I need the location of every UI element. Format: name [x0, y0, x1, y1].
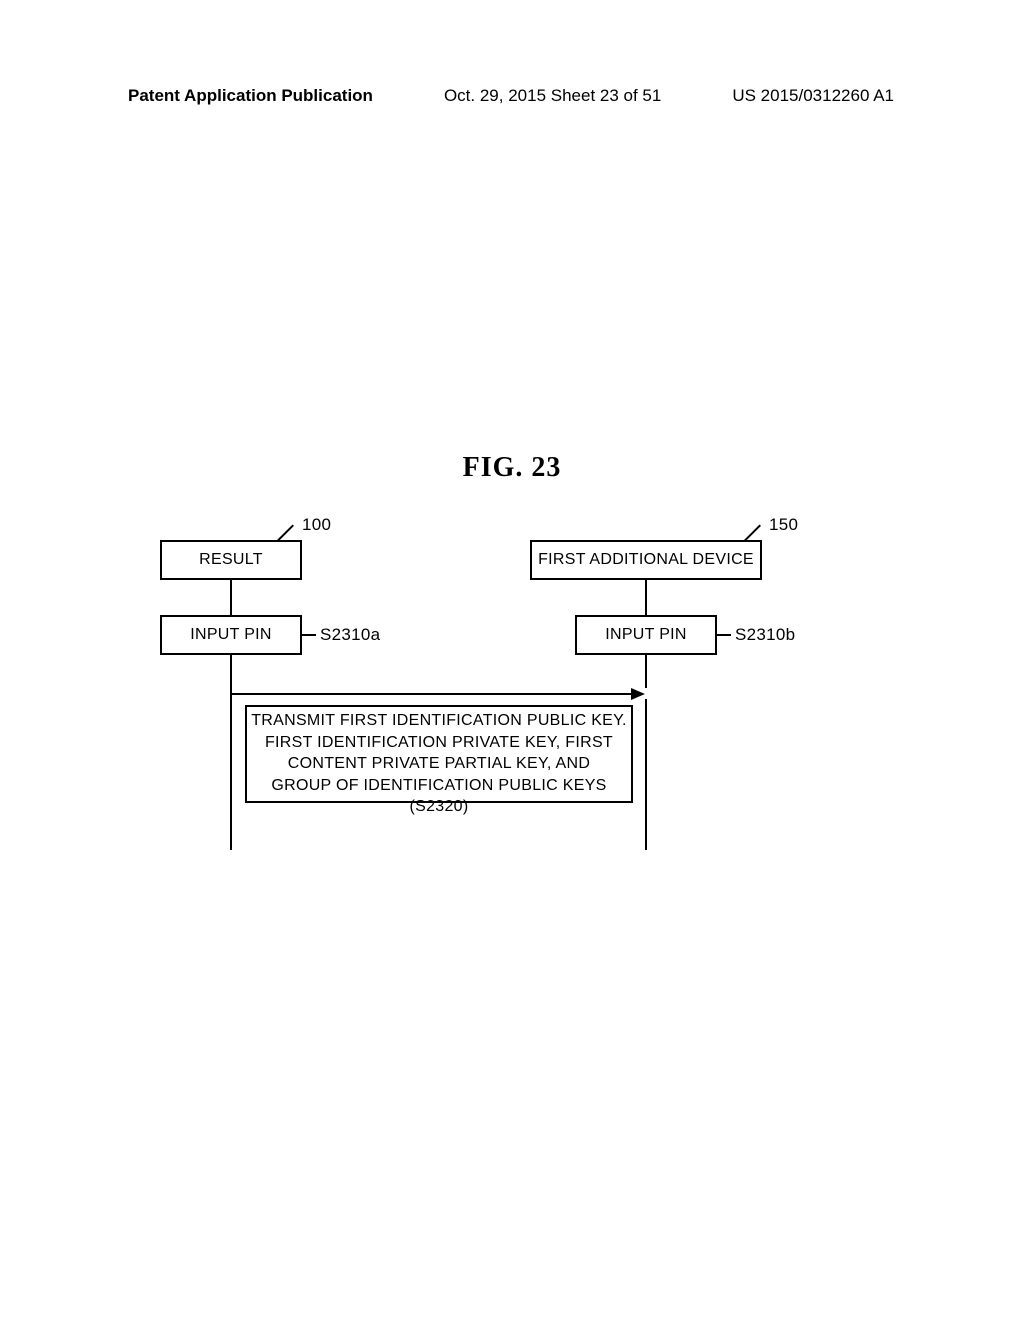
tick-s2310a	[302, 634, 316, 636]
arrow-s2320	[231, 693, 633, 695]
message-line-4: GROUP OF IDENTIFICATION PUBLIC KEYS (S23…	[247, 775, 631, 818]
leader-100	[277, 524, 294, 541]
lifeline-right-2	[645, 655, 647, 688]
page-header: Patent Application Publication Oct. 29, …	[0, 86, 1024, 106]
lifeline-left-1	[230, 580, 232, 615]
message-line-3: CONTENT PRIVATE PARTIAL KEY, AND	[247, 753, 631, 775]
label-s2310b: S2310b	[735, 625, 795, 645]
message-text: TRANSMIT FIRST IDENTIFICATION PUBLIC KEY…	[247, 710, 631, 818]
lifeline-left-3	[230, 693, 232, 850]
box-input-pin-right: INPUT PIN	[575, 615, 717, 655]
ref-label-100: 100	[302, 515, 331, 535]
lifeline-right-1	[645, 580, 647, 615]
message-line-1: TRANSMIT FIRST IDENTIFICATION PUBLIC KEY…	[247, 710, 631, 732]
lifeline-right-3	[645, 699, 647, 850]
box-first-additional-device: FIRST ADDITIONAL DEVICE	[530, 540, 762, 580]
sequence-diagram: 100 150 RESULT FIRST ADDITIONAL DEVICE I…	[0, 510, 1024, 910]
lifeline-left-2	[230, 655, 232, 694]
header-right: US 2015/0312260 A1	[732, 86, 894, 106]
figure-title: FIG. 23	[0, 452, 1024, 484]
message-line-2: FIRST IDENTIFICATION PRIVATE KEY, FIRST	[247, 732, 631, 754]
tick-s2310b	[717, 634, 731, 636]
box-result: RESULT	[160, 540, 302, 580]
header-left: Patent Application Publication	[128, 86, 373, 106]
label-s2310a: S2310a	[320, 625, 380, 645]
header-center: Oct. 29, 2015 Sheet 23 of 51	[444, 86, 661, 106]
arrowhead-s2320	[631, 688, 645, 700]
ref-label-150: 150	[769, 515, 798, 535]
box-input-pin-left: INPUT PIN	[160, 615, 302, 655]
leader-150	[744, 524, 761, 541]
